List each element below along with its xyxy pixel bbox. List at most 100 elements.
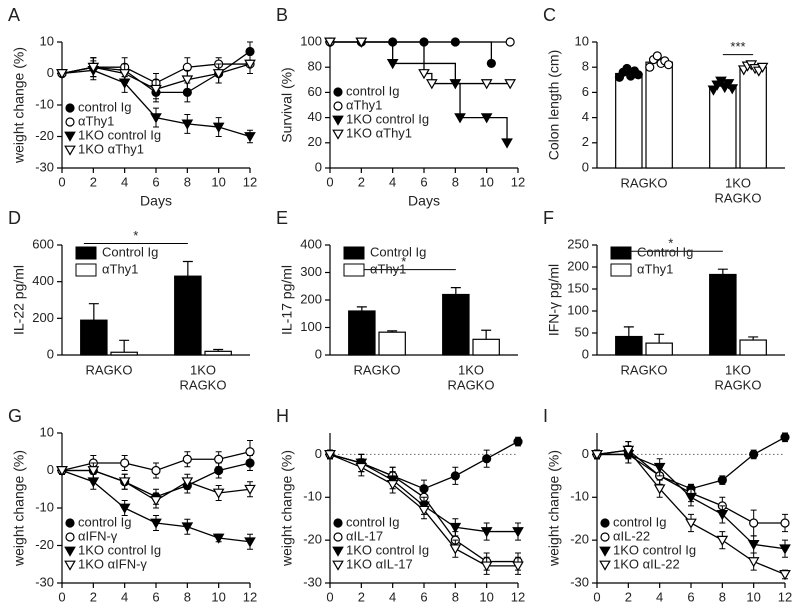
marker: [151, 465, 161, 476]
legend-label: Control Ig: [370, 244, 426, 259]
marker: [747, 557, 760, 568]
y-tick-label: -30: [35, 159, 54, 174]
bar: [174, 275, 202, 356]
x-tick-label: RAGKO: [354, 362, 401, 377]
data-point: [633, 70, 643, 80]
legend-marker: [64, 560, 76, 571]
y-tick-label: 60: [308, 84, 322, 99]
y-axis-label: weight change (%): [279, 450, 295, 567]
legend-swatch: [343, 246, 365, 260]
legend-label: 1KO control Ig: [346, 111, 429, 126]
legend-swatch: [75, 263, 97, 277]
legend-label: 1KO αThy1: [346, 125, 412, 140]
bar: [348, 310, 376, 356]
legend-marker: [65, 117, 75, 127]
x-tick-label: 4: [389, 589, 396, 604]
marker: [244, 484, 256, 496]
y-tick-label: 100: [567, 302, 589, 317]
marker: [653, 484, 666, 495]
marker: [450, 471, 460, 481]
panel-label: D: [8, 208, 21, 228]
panel-label: I: [543, 406, 548, 426]
y-tick-label: -30: [570, 574, 589, 589]
bar: [472, 338, 500, 356]
x-tick-label: 12: [511, 174, 525, 189]
series-line: [597, 436, 786, 490]
marker: [118, 503, 131, 514]
x-tick-label: 10: [746, 589, 760, 604]
panel-label: H: [276, 406, 289, 426]
y-tick-label: 0: [582, 446, 589, 461]
x-tick-label: 6: [152, 174, 159, 189]
legend-marker: [333, 101, 343, 111]
x-tick-label: 1KO: [725, 175, 751, 190]
y-tick-label: 2: [582, 134, 589, 149]
x-tick-label: 0: [58, 174, 65, 189]
legend-label: αIFN-γ: [78, 528, 118, 543]
marker: [653, 462, 666, 474]
legend-label: αThy1: [78, 113, 114, 128]
error-bar: [748, 336, 759, 341]
marker: [512, 527, 524, 538]
y-tick-label: -10: [35, 96, 54, 111]
marker: [212, 122, 225, 133]
y-tick-label: -20: [35, 537, 54, 552]
marker: [512, 561, 524, 572]
marker: [716, 535, 729, 546]
legend-marker: [64, 131, 76, 142]
y-tick-label: 0: [47, 65, 54, 80]
error-bar: [88, 303, 99, 321]
marker: [449, 544, 462, 555]
x-axis-label: Days: [140, 193, 172, 209]
marker: [591, 450, 603, 461]
marker: [749, 449, 759, 460]
x-tick-label: 6: [152, 589, 159, 604]
error-bar: [623, 326, 634, 337]
marker: [486, 58, 496, 69]
x-tick-label: 12: [243, 174, 257, 189]
legend-label: αIL-17: [346, 528, 383, 543]
data-point: [722, 79, 735, 90]
error-bar: [717, 268, 728, 275]
bar: [442, 293, 470, 356]
legend-marker: [64, 546, 76, 557]
y-tick-label: 200: [300, 291, 322, 306]
panel-label: E: [276, 208, 288, 228]
legend-label: 1KO αThy1: [78, 141, 144, 156]
y-tick-label: 0: [315, 446, 322, 461]
bar: [204, 350, 232, 356]
marker: [244, 59, 256, 70]
marker: [181, 75, 194, 86]
x-tick-label: 4: [121, 589, 128, 604]
y-tick-label: 200: [567, 258, 589, 273]
x-tick-label: 2: [358, 589, 365, 604]
y-axis-label: Survival (%): [279, 67, 295, 142]
marker: [150, 496, 162, 507]
legend-label: 1KO control Ig: [78, 127, 161, 142]
marker: [501, 138, 513, 149]
marker: [212, 533, 225, 544]
panel-label: C: [543, 5, 556, 25]
x-tick-label: RAGKO: [621, 362, 668, 377]
legend-label: αThy1: [637, 261, 673, 276]
marker: [118, 477, 131, 488]
x-tick-label: 12: [243, 589, 257, 604]
legend-marker: [600, 518, 610, 528]
data-point: [756, 62, 769, 74]
x-tick-label: 6: [420, 174, 427, 189]
marker: [56, 466, 68, 477]
y-tick-label: 400: [32, 273, 54, 288]
marker: [685, 518, 697, 529]
error-bar: [356, 306, 367, 311]
x-tick-label: 12: [778, 589, 792, 604]
legend-marker: [65, 518, 75, 528]
legend-marker: [332, 560, 344, 571]
y-tick-label: -10: [570, 489, 589, 504]
bar: [645, 61, 673, 169]
legend-label: control Ig: [346, 83, 399, 98]
x-tick-label: 4: [389, 174, 396, 189]
marker: [454, 113, 466, 124]
